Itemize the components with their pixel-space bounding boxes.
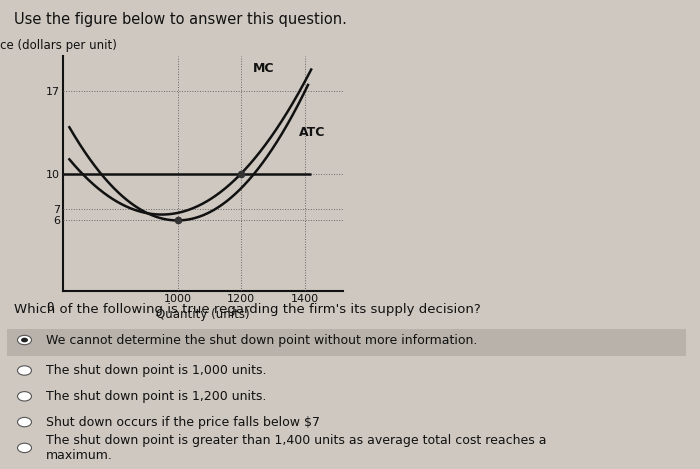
Text: Price (dollars per unit): Price (dollars per unit) <box>0 38 116 52</box>
Text: ATC: ATC <box>298 126 325 139</box>
Text: The shut down point is 1,000 units.: The shut down point is 1,000 units. <box>46 364 266 377</box>
Text: The shut down point is 1,200 units.: The shut down point is 1,200 units. <box>46 390 266 403</box>
X-axis label: Quantity (units): Quantity (units) <box>156 308 250 321</box>
Text: Shut down occurs if the price falls below $7: Shut down occurs if the price falls belo… <box>46 416 319 429</box>
Text: We cannot determine the shut down point without more information.: We cannot determine the shut down point … <box>46 333 477 347</box>
Text: 0: 0 <box>46 302 53 314</box>
Text: MC: MC <box>253 62 274 75</box>
Text: Which of the following is true regarding the firm's its supply decision?: Which of the following is true regarding… <box>14 303 481 316</box>
Text: Use the figure below to answer this question.: Use the figure below to answer this ques… <box>14 12 347 27</box>
Text: The shut down point is greater than 1,400 units as average total cost reaches a
: The shut down point is greater than 1,40… <box>46 434 546 462</box>
